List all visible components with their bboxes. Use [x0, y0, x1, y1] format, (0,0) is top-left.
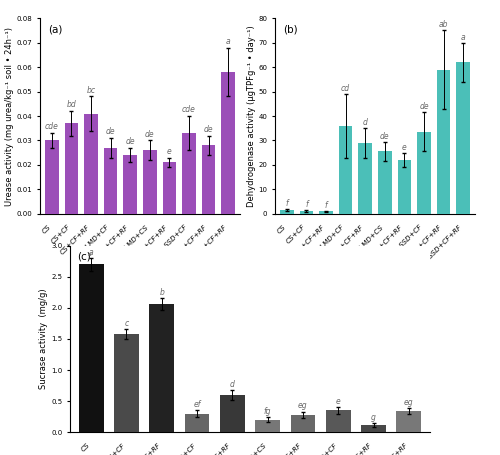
Text: de: de — [204, 125, 214, 134]
Text: f: f — [286, 199, 288, 208]
Bar — [338, 126, 352, 214]
Text: e: e — [402, 143, 407, 152]
Bar — [104, 148, 118, 214]
Bar — [456, 62, 470, 214]
Bar — [280, 210, 293, 214]
Bar — [396, 411, 421, 432]
Bar — [256, 420, 280, 432]
Bar — [220, 395, 244, 432]
Text: g: g — [371, 413, 376, 422]
Bar — [162, 162, 176, 214]
Y-axis label: Sucrase activity  (mg/g): Sucrase activity (mg/g) — [40, 288, 48, 389]
Bar — [143, 150, 156, 214]
Text: e: e — [167, 147, 172, 156]
Text: eg: eg — [404, 398, 413, 407]
Y-axis label: Dehydrogenase activity (μgTPFg⁻¹ • day⁻¹): Dehydrogenase activity (μgTPFg⁻¹ • day⁻¹… — [246, 25, 256, 207]
Y-axis label: Urease activity (mg urea/kg⁻¹ soil • 24h⁻¹): Urease activity (mg urea/kg⁻¹ soil • 24h… — [5, 26, 14, 206]
Bar — [398, 160, 411, 214]
Bar — [84, 114, 98, 214]
Text: bc: bc — [86, 86, 96, 95]
Text: de: de — [106, 127, 116, 136]
Text: a: a — [461, 33, 466, 42]
Text: a: a — [89, 248, 94, 257]
Text: e: e — [336, 396, 340, 405]
Bar — [150, 304, 174, 432]
Text: (a): (a) — [48, 24, 62, 34]
Bar — [114, 334, 139, 432]
Bar — [326, 410, 350, 432]
Text: f: f — [324, 201, 328, 210]
Text: b: b — [160, 288, 164, 297]
Text: de: de — [380, 132, 390, 141]
Bar — [319, 212, 333, 214]
Bar — [290, 415, 316, 432]
Text: ef: ef — [194, 400, 200, 409]
Bar — [45, 141, 59, 214]
Text: de: de — [126, 137, 135, 146]
Text: f: f — [305, 200, 308, 209]
Bar — [300, 211, 313, 214]
Bar — [222, 72, 235, 214]
Text: cde: cde — [182, 105, 196, 114]
Bar — [417, 132, 431, 214]
Text: a: a — [226, 36, 230, 46]
Text: de: de — [419, 102, 429, 111]
Text: fg: fg — [264, 407, 272, 416]
Bar — [202, 146, 215, 214]
Text: eg: eg — [298, 401, 308, 410]
Bar — [124, 155, 137, 214]
Bar — [64, 123, 78, 214]
Bar — [358, 143, 372, 214]
Text: c: c — [124, 319, 128, 328]
Text: d: d — [363, 118, 368, 127]
Bar — [79, 264, 104, 432]
Bar — [182, 133, 196, 214]
Text: a: a — [88, 252, 91, 257]
Text: de: de — [145, 130, 154, 138]
Bar — [378, 152, 392, 214]
Text: d: d — [230, 380, 235, 389]
Text: cde: cde — [45, 122, 59, 131]
Text: (b): (b) — [283, 24, 298, 34]
Text: (c): (c) — [77, 251, 91, 261]
Bar — [437, 70, 450, 214]
Text: cd: cd — [341, 84, 350, 93]
Bar — [184, 414, 210, 432]
Text: bd: bd — [66, 100, 76, 109]
Bar — [361, 425, 386, 432]
Text: ab: ab — [439, 20, 448, 30]
